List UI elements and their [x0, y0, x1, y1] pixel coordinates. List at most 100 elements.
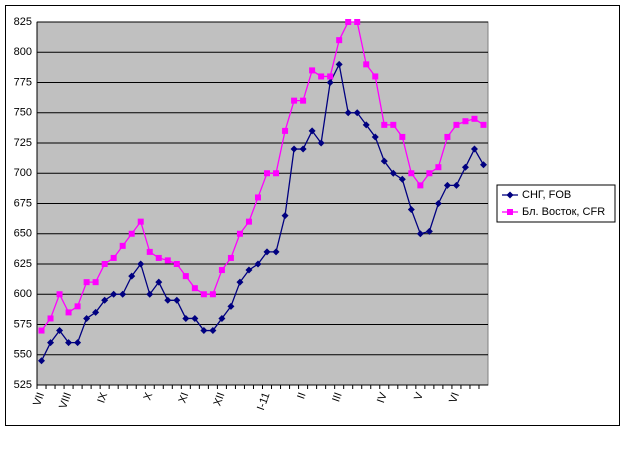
x-tick-label: VI — [447, 391, 462, 405]
marker — [110, 254, 117, 261]
marker — [155, 254, 162, 261]
marker — [74, 303, 81, 310]
marker — [299, 145, 307, 153]
legend-box — [496, 184, 616, 223]
marker — [182, 314, 190, 322]
marker — [137, 218, 144, 225]
marker — [92, 308, 100, 316]
x-tick-label: I-11 — [255, 391, 272, 412]
x-tick-label: IX — [95, 390, 110, 404]
x-tick-label: XI — [177, 391, 192, 405]
marker — [101, 261, 108, 267]
marker — [236, 278, 244, 286]
y-tick-label: 700 — [14, 167, 32, 179]
marker — [65, 309, 72, 316]
legend-label: Бл. Восток, CFR — [522, 206, 605, 218]
marker — [47, 339, 55, 347]
marker — [470, 145, 478, 153]
y-tick-label: 650 — [14, 228, 32, 240]
marker — [182, 273, 189, 280]
marker — [155, 278, 163, 286]
marker — [281, 212, 289, 220]
marker — [381, 121, 388, 128]
x-tick-label: V — [412, 390, 426, 402]
marker — [272, 248, 280, 256]
y-tick-label: 625 — [14, 258, 32, 270]
marker — [327, 73, 334, 80]
marker — [317, 139, 325, 147]
marker — [444, 133, 451, 140]
marker — [83, 279, 90, 286]
marker — [264, 170, 271, 177]
marker — [173, 261, 180, 267]
y-tick-label: 525 — [14, 379, 32, 391]
y-tick-label: 550 — [14, 349, 32, 361]
marker — [83, 314, 91, 322]
marker — [245, 218, 252, 225]
y-tick-label: 750 — [14, 107, 32, 119]
marker — [452, 181, 460, 189]
x-tick-label: XII — [212, 391, 228, 408]
marker — [435, 164, 442, 171]
marker — [254, 260, 262, 268]
marker — [119, 242, 126, 249]
marker — [74, 339, 82, 347]
legend-marker — [506, 191, 514, 199]
marker — [245, 266, 253, 274]
marker — [389, 169, 397, 177]
marker — [462, 118, 469, 125]
x-tick-label: IV — [375, 390, 390, 404]
y-tick-label: 775 — [14, 76, 32, 88]
marker — [416, 230, 424, 238]
marker — [300, 97, 307, 104]
marker — [65, 339, 73, 347]
marker — [372, 73, 379, 80]
marker — [363, 61, 370, 68]
marker — [480, 121, 487, 128]
x-tick-label: VIII — [57, 391, 74, 411]
marker — [92, 279, 99, 286]
marker — [164, 296, 172, 304]
marker — [398, 175, 406, 183]
marker — [236, 230, 243, 237]
marker — [191, 285, 198, 292]
marker — [417, 182, 424, 189]
y-tick-label: 600 — [14, 288, 32, 300]
x-tick-label: X — [142, 390, 156, 402]
marker — [461, 163, 469, 171]
marker — [336, 37, 343, 44]
marker — [209, 291, 216, 298]
marker — [308, 127, 316, 135]
marker — [362, 121, 370, 129]
marker — [380, 157, 388, 165]
marker — [56, 291, 63, 298]
marker — [218, 267, 225, 274]
marker — [453, 121, 460, 128]
marker — [218, 314, 226, 322]
marker — [407, 206, 415, 214]
marker — [173, 296, 181, 304]
marker — [273, 170, 280, 177]
marker — [146, 290, 154, 298]
y-tick-label: 825 — [14, 16, 32, 28]
marker — [434, 200, 442, 207]
x-tick-label: VII — [31, 391, 47, 408]
marker — [47, 315, 54, 322]
marker — [200, 291, 207, 298]
y-tick-label: 675 — [14, 197, 32, 209]
y-tick-label: 575 — [14, 318, 32, 330]
legend-marker — [507, 209, 513, 215]
marker — [326, 79, 334, 86]
marker — [119, 290, 127, 298]
marker — [353, 109, 361, 117]
marker — [38, 327, 45, 334]
marker — [443, 181, 451, 189]
marker — [471, 115, 478, 122]
marker — [146, 248, 153, 255]
marker — [227, 302, 235, 310]
marker — [291, 97, 298, 104]
marker — [408, 170, 415, 177]
marker — [191, 314, 199, 322]
x-tick-label: II — [295, 391, 308, 401]
